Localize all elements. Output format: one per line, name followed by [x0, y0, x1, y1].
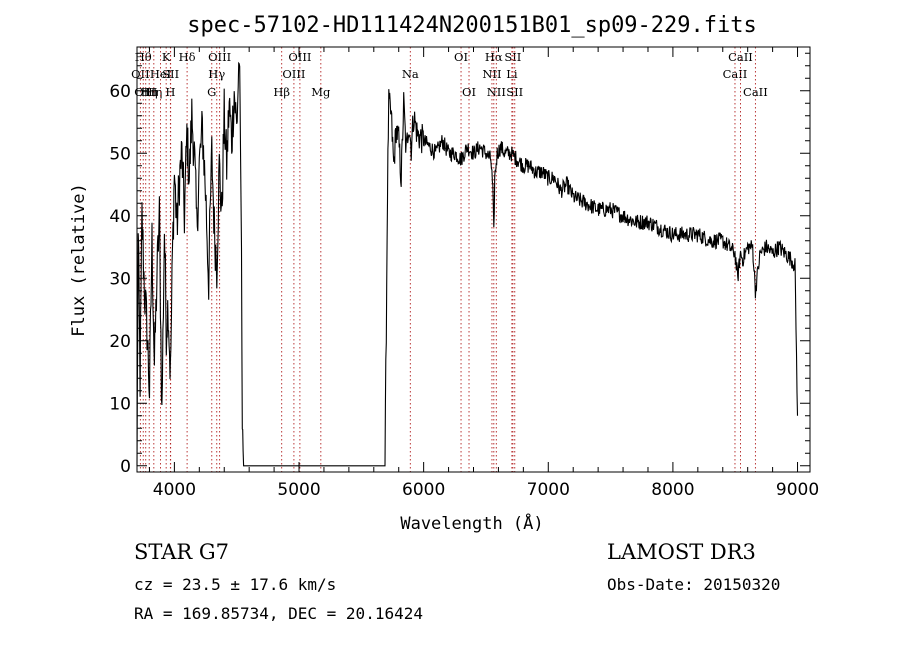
y-tick-label: 20 — [109, 332, 131, 352]
spectral-line-label: G — [207, 85, 216, 99]
spectral-line-label: Hγ — [208, 67, 225, 81]
spectral-line-label: OII — [131, 67, 150, 81]
observation-date: Obs-Date: 20150320 — [607, 575, 781, 594]
spectral-line-markers: OIIHθOIIIHηHηHeIKHSIIHδGHγOIIIHβOIIIOIII… — [131, 47, 768, 472]
spectral-line-label: HeI — [150, 67, 171, 81]
x-tick-label: 8000 — [651, 480, 694, 500]
ra-dec-coordinates: RA = 169.85734, DEC = 20.16424 — [134, 604, 423, 623]
spectral-line-label: NII — [487, 85, 506, 99]
axes: 4000 5000 6000 7000 8000 9000 0 10 20 30 40 50 60 — [109, 47, 819, 500]
object-class: STAR G7 — [134, 540, 230, 564]
spectral-line-label: CaII — [743, 85, 768, 99]
y-tick-label: 40 — [109, 207, 131, 227]
chart-title: spec-57102-HD111424N200151B01_sp09-229.f… — [187, 13, 757, 38]
spectral-line-label: Na — [402, 67, 419, 81]
spectrum-series — [136, 61, 799, 467]
x-tick-label: 5000 — [277, 480, 320, 500]
x-tick-label: 6000 — [402, 480, 445, 500]
x-tick-label: 7000 — [527, 480, 570, 500]
y-tick-label: 0 — [120, 457, 131, 477]
spectral-line-label: SII — [506, 85, 523, 99]
spectral-line-label: OI — [462, 85, 476, 99]
spectral-line-label: OIII — [288, 50, 311, 64]
spectral-line-label: Li — [506, 67, 518, 81]
y-axis-label: Flux (relative) — [69, 183, 89, 337]
spectral-line-label: Mg — [311, 85, 331, 99]
x-tick-label: 4000 — [153, 480, 196, 500]
spectrum-line — [136, 61, 799, 467]
y-tick-label: 60 — [109, 82, 131, 102]
redshift-velocity: cz = 23.5 ± 17.6 km/s — [134, 575, 337, 594]
spectral-line-label: Hα — [485, 50, 503, 64]
survey-release: LAMOST DR3 — [607, 540, 756, 564]
spectral-line-label: Hβ — [273, 85, 290, 99]
spectral-line-label: OIII — [134, 85, 157, 99]
x-axis-label: Wavelength (Å) — [400, 512, 543, 534]
spectral-line-label: CaII — [723, 67, 748, 81]
y-tick-label: 30 — [109, 269, 131, 289]
y-tick-label: 50 — [109, 144, 131, 164]
spectral-line-label: Hη — [145, 85, 162, 99]
x-tick-label: 9000 — [776, 480, 819, 500]
y-tick-label: 10 — [109, 394, 131, 414]
spectral-line-label: K — [162, 50, 171, 64]
spectral-line-label: OIII — [208, 50, 231, 64]
spectral-line-label: OI — [454, 50, 468, 64]
spectral-line-label: OIII — [282, 67, 305, 81]
spectral-line-label: CaII — [728, 50, 753, 64]
spectral-line-label: SII — [504, 50, 521, 64]
spectral-line-label: NII — [482, 67, 501, 81]
spectral-line-label: SII — [162, 67, 179, 81]
spectral-line-label: Hδ — [179, 50, 196, 64]
